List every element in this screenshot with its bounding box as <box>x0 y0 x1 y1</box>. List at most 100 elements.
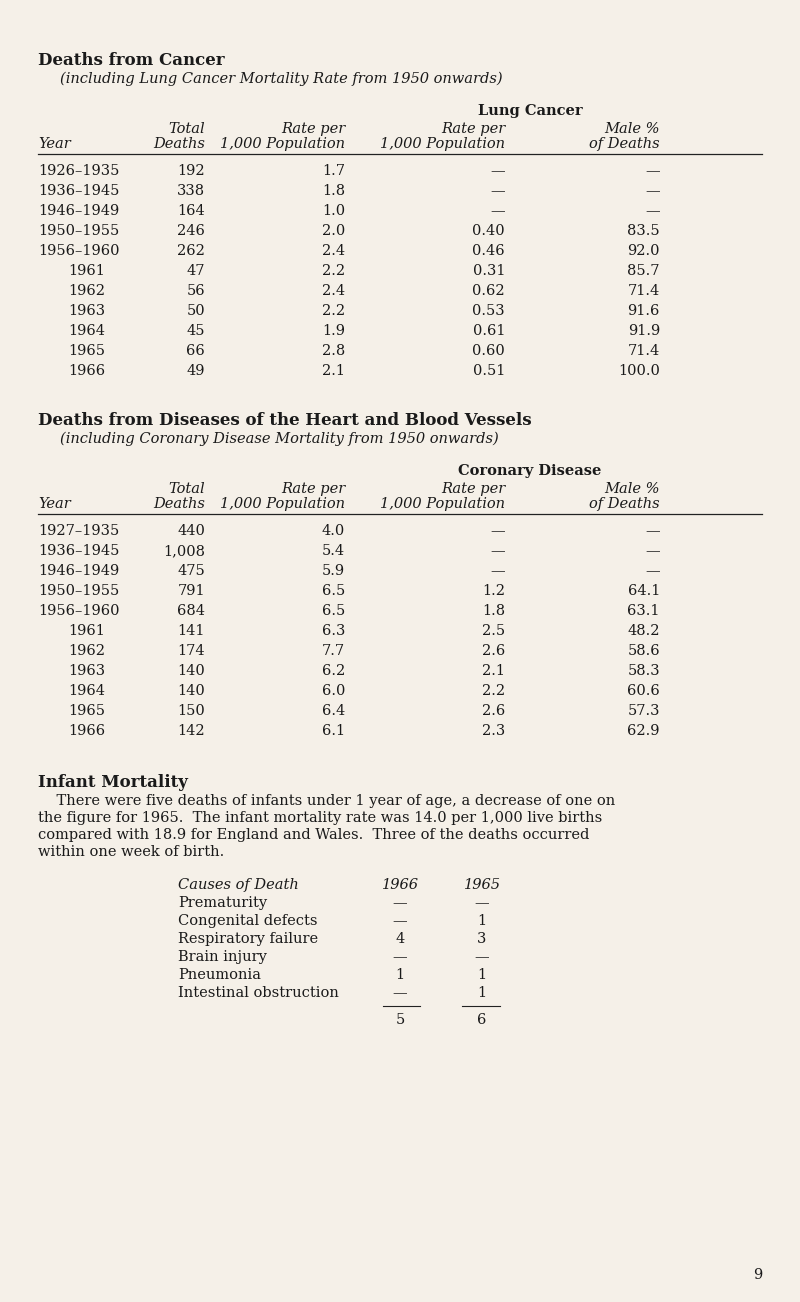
Text: 1: 1 <box>478 914 486 928</box>
Text: 0.51: 0.51 <box>473 365 505 378</box>
Text: Congenital defects: Congenital defects <box>178 914 318 928</box>
Text: 91.9: 91.9 <box>628 324 660 339</box>
Text: 0.31: 0.31 <box>473 264 505 279</box>
Text: 1946–1949: 1946–1949 <box>38 564 119 578</box>
Text: 2.0: 2.0 <box>322 224 345 238</box>
Text: 3: 3 <box>478 932 486 947</box>
Text: 1,000 Population: 1,000 Population <box>220 497 345 510</box>
Text: 2.1: 2.1 <box>482 664 505 678</box>
Text: Causes of Death: Causes of Death <box>178 878 298 892</box>
Text: 140: 140 <box>178 684 205 698</box>
Text: 9: 9 <box>753 1268 762 1282</box>
Text: 5.9: 5.9 <box>322 564 345 578</box>
Text: Pneumonia: Pneumonia <box>178 967 261 982</box>
Text: —: — <box>474 950 490 963</box>
Text: 6.5: 6.5 <box>322 604 345 618</box>
Text: 4.0: 4.0 <box>322 523 345 538</box>
Text: 58.6: 58.6 <box>627 644 660 658</box>
Text: 1.8: 1.8 <box>322 184 345 198</box>
Text: 1961: 1961 <box>68 624 105 638</box>
Text: 1966: 1966 <box>382 878 418 892</box>
Text: 1,008: 1,008 <box>163 544 205 559</box>
Text: 142: 142 <box>178 724 205 738</box>
Text: 1: 1 <box>478 967 486 982</box>
Text: Total: Total <box>168 482 205 496</box>
Text: 63.1: 63.1 <box>627 604 660 618</box>
Text: 6.0: 6.0 <box>322 684 345 698</box>
Text: 1.0: 1.0 <box>322 204 345 217</box>
Text: Prematurity: Prematurity <box>178 896 267 910</box>
Text: 475: 475 <box>178 564 205 578</box>
Text: 1963: 1963 <box>68 303 105 318</box>
Text: 1,000 Population: 1,000 Population <box>220 137 345 151</box>
Text: Total: Total <box>168 122 205 135</box>
Text: 791: 791 <box>178 585 205 598</box>
Text: 60.6: 60.6 <box>627 684 660 698</box>
Text: 2.5: 2.5 <box>482 624 505 638</box>
Text: 1936–1945: 1936–1945 <box>38 544 119 559</box>
Text: —: — <box>490 164 505 178</box>
Text: 0.61: 0.61 <box>473 324 505 339</box>
Text: —: — <box>393 950 407 963</box>
Text: 1.9: 1.9 <box>322 324 345 339</box>
Text: 56: 56 <box>186 284 205 298</box>
Text: 64.1: 64.1 <box>628 585 660 598</box>
Text: (including Lung Cancer Mortality Rate from 1950 onwards): (including Lung Cancer Mortality Rate fr… <box>60 72 502 86</box>
Text: 0.40: 0.40 <box>472 224 505 238</box>
Text: —: — <box>646 523 660 538</box>
Text: 6.3: 6.3 <box>322 624 345 638</box>
Text: 0.53: 0.53 <box>472 303 505 318</box>
Text: 1.2: 1.2 <box>482 585 505 598</box>
Text: 57.3: 57.3 <box>627 704 660 717</box>
Text: 2.6: 2.6 <box>482 644 505 658</box>
Text: 246: 246 <box>177 224 205 238</box>
Text: 91.6: 91.6 <box>628 303 660 318</box>
Text: 0.62: 0.62 <box>472 284 505 298</box>
Text: Male %: Male % <box>605 482 660 496</box>
Text: 1962: 1962 <box>68 284 105 298</box>
Text: within one week of birth.: within one week of birth. <box>38 845 224 859</box>
Text: —: — <box>646 184 660 198</box>
Text: 1926–1935: 1926–1935 <box>38 164 119 178</box>
Text: 174: 174 <box>178 644 205 658</box>
Text: Respiratory failure: Respiratory failure <box>178 932 318 947</box>
Text: 192: 192 <box>178 164 205 178</box>
Text: Male %: Male % <box>605 122 660 135</box>
Text: 1966: 1966 <box>68 724 105 738</box>
Text: 164: 164 <box>178 204 205 217</box>
Text: 92.0: 92.0 <box>627 243 660 258</box>
Text: 5: 5 <box>395 1013 405 1027</box>
Text: 0.46: 0.46 <box>472 243 505 258</box>
Text: 2.2: 2.2 <box>322 264 345 279</box>
Text: 1956–1960: 1956–1960 <box>38 604 119 618</box>
Text: 1966: 1966 <box>68 365 105 378</box>
Text: —: — <box>646 204 660 217</box>
Text: 6.2: 6.2 <box>322 664 345 678</box>
Text: Rate per: Rate per <box>281 122 345 135</box>
Text: the figure for 1965.  The infant mortality rate was 14.0 per 1,000 live births: the figure for 1965. The infant mortalit… <box>38 811 602 825</box>
Text: 62.9: 62.9 <box>627 724 660 738</box>
Text: 6.5: 6.5 <box>322 585 345 598</box>
Text: —: — <box>646 564 660 578</box>
Text: —: — <box>393 986 407 1000</box>
Text: 1962: 1962 <box>68 644 105 658</box>
Text: 2.4: 2.4 <box>322 284 345 298</box>
Text: 50: 50 <box>186 303 205 318</box>
Text: 47: 47 <box>186 264 205 279</box>
Text: Intestinal obstruction: Intestinal obstruction <box>178 986 339 1000</box>
Text: 66: 66 <box>186 344 205 358</box>
Text: (including Coronary Disease Mortality from 1950 onwards): (including Coronary Disease Mortality fr… <box>60 432 498 447</box>
Text: Coronary Disease: Coronary Disease <box>458 464 602 478</box>
Text: 2.3: 2.3 <box>482 724 505 738</box>
Text: 1964: 1964 <box>68 324 105 339</box>
Text: 6.4: 6.4 <box>322 704 345 717</box>
Text: Deaths from Cancer: Deaths from Cancer <box>38 52 225 69</box>
Text: 0.60: 0.60 <box>472 344 505 358</box>
Text: Rate per: Rate per <box>281 482 345 496</box>
Text: 1927–1935: 1927–1935 <box>38 523 119 538</box>
Text: 1950–1955: 1950–1955 <box>38 224 119 238</box>
Text: 7.7: 7.7 <box>322 644 345 658</box>
Text: 1.7: 1.7 <box>322 164 345 178</box>
Text: 140: 140 <box>178 664 205 678</box>
Text: 58.3: 58.3 <box>627 664 660 678</box>
